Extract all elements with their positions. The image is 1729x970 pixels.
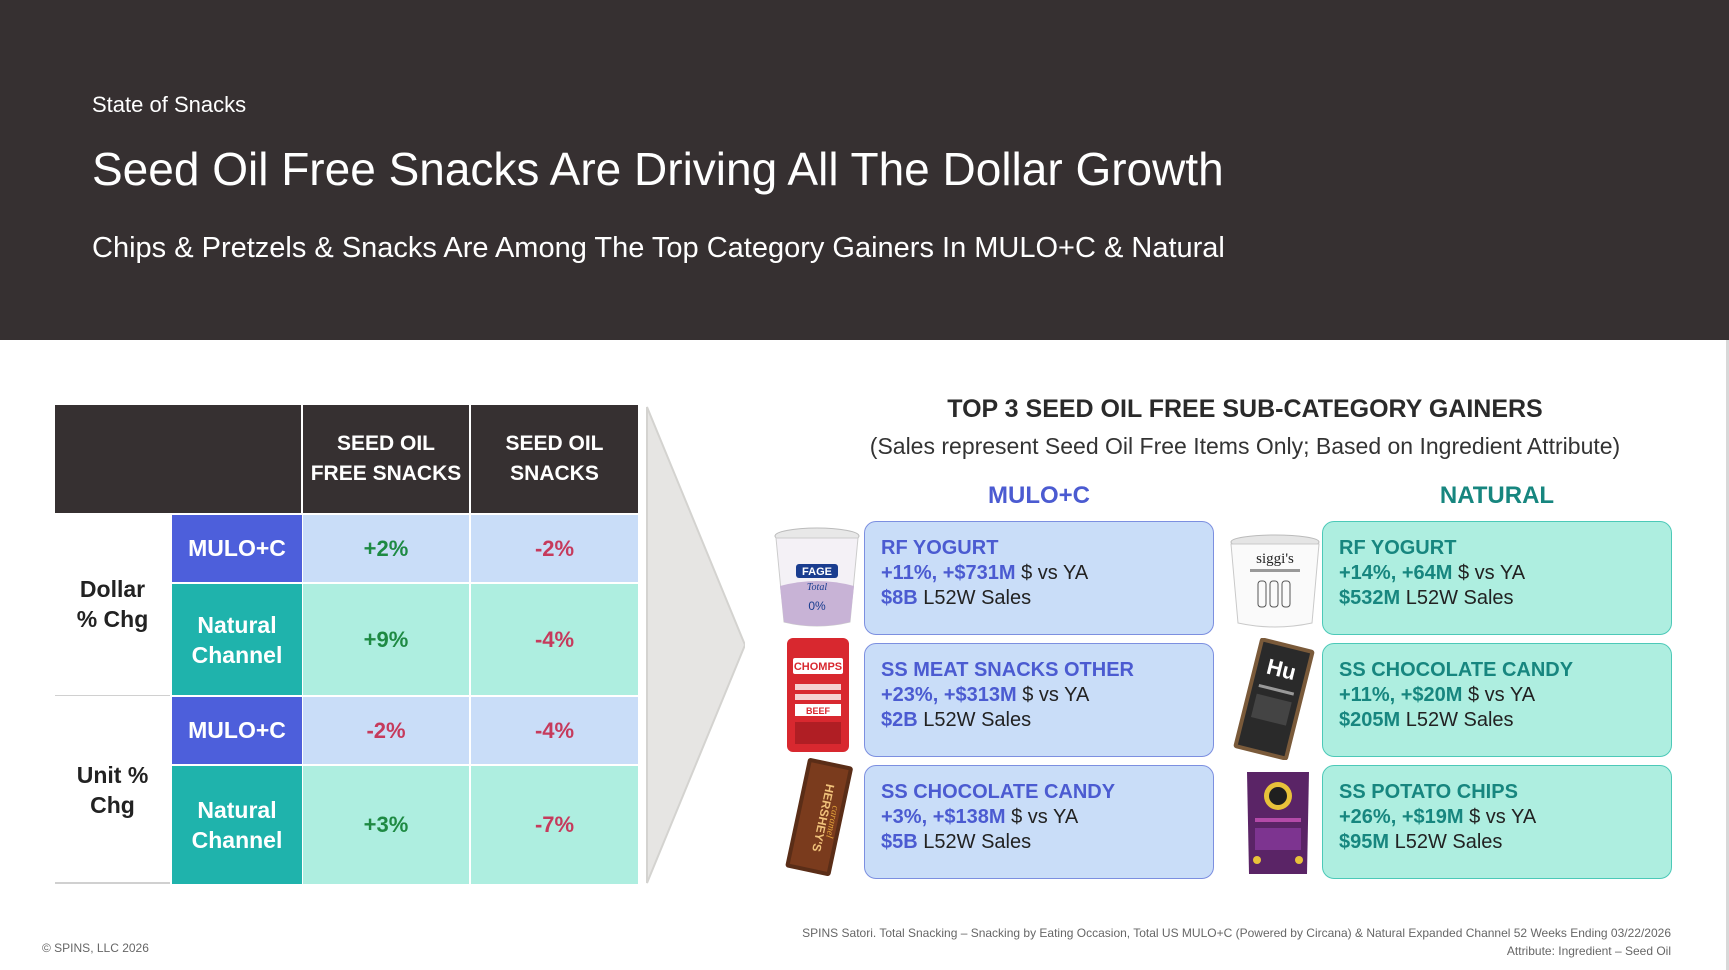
channel-mulo-dollar: MULO+C [172, 515, 302, 582]
chomps-sub-text: BEEF [806, 706, 831, 716]
fage-brand-text: FAGE [802, 566, 832, 578]
card-l52w: L52W Sales [1405, 587, 1514, 609]
fage-sub-text: Total [807, 582, 827, 593]
card-l52w: L52W Sales [923, 709, 1032, 731]
natural-column-header: NATURAL [1439, 482, 1555, 509]
chomps-meat-snack-image: CHOMPS BEEF [787, 638, 849, 752]
channel-mulo-unit: MULO+C [172, 697, 302, 764]
fage-yogurt-image: FAGE Total 0% [774, 527, 860, 627]
page-title: Seed Oil Free Snacks Are Driving All The… [92, 143, 1224, 195]
card-vs-ya: $ vs YA [1469, 806, 1537, 828]
page-subtitle: Chips & Pretzels & Snacks Are Among The … [92, 232, 1225, 264]
value-unit-natural-oil: -7% [471, 766, 638, 884]
hersheys-caramel-image: HERSHEY'S caramel [785, 758, 853, 877]
value-unit-mulo-free: -2% [303, 697, 469, 764]
channel-natural-unit: Natural Channel [172, 766, 302, 884]
card-name: SS MEAT SNACKS OTHER [881, 659, 1134, 681]
col-header-seed-oil: SEED OIL SNACKS [471, 405, 638, 513]
mulo-card-2: SS MEAT SNACKS OTHER +23%, +$313M $ vs Y… [864, 643, 1214, 757]
col-header-seed-oil-free: SEED OIL FREE SNACKS [303, 405, 469, 513]
value-dollar-natural-oil: -4% [471, 584, 638, 695]
card-l52w: L52W Sales [923, 831, 1032, 853]
card-sales: $5B [881, 831, 918, 853]
mulo-column-header: MULO+C [988, 482, 1090, 509]
mulo-card-1: RF YOGURT +11%, +$731M $ vs YA $8B L52W … [864, 521, 1214, 635]
card-sales: $205M [1339, 709, 1401, 731]
card-l52w: L52W Sales [923, 587, 1032, 609]
right-edge-divider [1726, 340, 1729, 970]
card-name: SS POTATO CHIPS [1339, 781, 1518, 803]
card-sales: $8B [881, 587, 918, 609]
row-label-dollar: Dollar % Chg [55, 513, 170, 696]
card-l52w: L52W Sales [1394, 831, 1503, 853]
card-sales: $2B [881, 709, 918, 731]
value-dollar-mulo-oil: -2% [471, 515, 638, 582]
card-vs-ya: $ vs YA [1011, 806, 1079, 828]
card-vs-ya: $ vs YA [1022, 684, 1090, 706]
natural-card-1: RF YOGURT +14%, +64M $ vs YA $532M L52W … [1322, 521, 1672, 635]
source-line-1: SPINS Satori. Total Snacking – Snacking … [802, 926, 1671, 940]
gainers-title: TOP 3 SEED OIL FREE SUB-CATEGORY GAINERS [947, 395, 1543, 423]
siggis-yogurt-image: siggi's [1230, 534, 1320, 628]
card-vs-ya: $ vs YA [1457, 562, 1526, 584]
channel-natural-dollar: Natural Channel [172, 584, 302, 695]
value-dollar-mulo-free: +2% [303, 515, 469, 582]
card-sales: $532M [1339, 587, 1401, 609]
card-name: SS CHOCOLATE CANDY [881, 781, 1116, 803]
chevron-arrow-icon [646, 406, 745, 884]
chomps-brand-text: CHOMPS [794, 661, 842, 673]
card-vs-ya: $ vs YA [1021, 562, 1089, 584]
card-vs-ya: $ vs YA [1468, 684, 1536, 706]
value-dollar-natural-free: +9% [303, 584, 469, 695]
card-name: SS CHOCOLATE CANDY [1339, 659, 1574, 681]
card-growth: +3%, +$138M [881, 806, 1006, 828]
card-l52w: L52W Sales [1405, 709, 1514, 731]
card-growth: +14%, +64M [1339, 562, 1453, 584]
card-growth: +11%, +$20M [1339, 684, 1463, 706]
natural-card-3: SS POTATO CHIPS +26%, +$19M $ vs YA $95M… [1322, 765, 1672, 879]
card-sales: $95M [1339, 831, 1390, 853]
card-growth: +26%, +$19M [1339, 806, 1464, 828]
source-line-2: Attribute: Ingredient – Seed Oil [1506, 944, 1671, 958]
row-label-unit: Unit % Chg [55, 697, 170, 884]
table-corner [55, 405, 301, 513]
copyright: © SPINS, LLC 2026 [42, 941, 149, 955]
header-banner: State of Snacks Seed Oil Free Snacks Are… [0, 0, 1729, 340]
gainers-subtitle: (Sales represent Seed Oil Free Items Onl… [869, 433, 1621, 459]
eyebrow: State of Snacks [92, 92, 247, 117]
card-growth: +23%, +$313M [881, 684, 1017, 706]
card-name: RF YOGURT [881, 537, 999, 559]
fage-pct-text: 0% [808, 599, 826, 613]
mulo-card-3: SS CHOCOLATE CANDY +3%, +$138M $ vs YA $… [864, 765, 1214, 879]
card-growth: +11%, +$731M [881, 562, 1016, 584]
value-unit-natural-free: +3% [303, 766, 469, 884]
siggis-brand-text: siggi's [1256, 551, 1294, 567]
card-name: RF YOGURT [1339, 537, 1457, 559]
siete-potato-chips-image [1247, 772, 1309, 874]
value-unit-mulo-oil: -4% [471, 697, 638, 764]
source-note: SPINS Satori. Total Snacking – Snacking … [802, 924, 1671, 960]
hu-chocolate-image: Hu [1233, 638, 1315, 760]
natural-card-2: SS CHOCOLATE CANDY +11%, +$20M $ vs YA $… [1322, 643, 1672, 757]
